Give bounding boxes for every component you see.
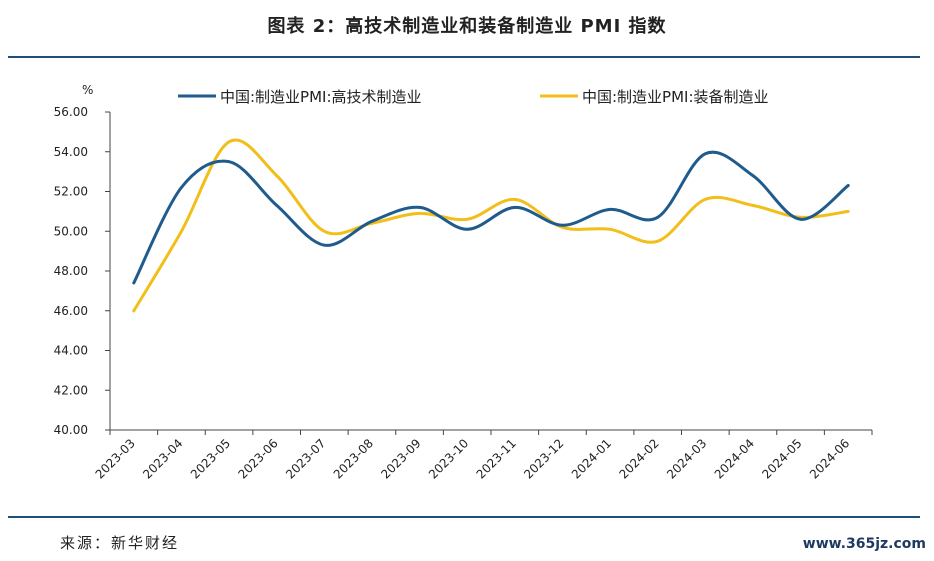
series-point-equipment	[227, 140, 231, 144]
series-point-equipment	[703, 198, 707, 201]
series-point-equipment	[608, 227, 612, 231]
series-point-high-tech	[799, 217, 802, 221]
series-point-equipment	[322, 229, 326, 233]
y-tick-label: 52.00	[54, 185, 88, 199]
series-point-high-tech	[561, 223, 564, 227]
series-point-high-tech	[180, 186, 183, 189]
x-tick-label: 2023-12	[521, 436, 566, 481]
series-point-equipment	[418, 211, 421, 215]
x-tick-label: 2024-03	[664, 436, 709, 481]
x-tick-label: 2023-10	[426, 436, 471, 481]
y-tick-label: 48.00	[54, 264, 88, 278]
series-point-high-tech	[418, 206, 421, 209]
y-tick-label: 40.00	[54, 423, 88, 437]
x-tick-label: 2023-07	[283, 436, 328, 481]
series-point-high-tech	[227, 160, 231, 164]
series-point-high-tech	[132, 281, 136, 285]
series-point-high-tech	[703, 152, 707, 156]
y-tick-label: 44.00	[54, 344, 88, 358]
x-tick-label: 2024-02	[616, 436, 661, 481]
top-rule	[8, 56, 920, 58]
y-tick-label: 50.00	[54, 224, 88, 238]
source-note: 来源：新华财经	[60, 534, 180, 552]
x-tick-label: 2023-04	[140, 436, 185, 481]
series-line-high-tech	[132, 150, 850, 285]
y-axis-unit: %	[82, 83, 93, 97]
x-tick-label: 2023-03	[93, 436, 138, 481]
x-tick-label: 2024-06	[807, 436, 852, 481]
series-point-high-tech	[656, 215, 660, 219]
x-tick-label: 2023-11	[474, 436, 519, 481]
bottom-rule	[8, 516, 920, 518]
series-lines	[132, 138, 850, 313]
x-tick-label: 2024-01	[569, 436, 614, 481]
y-tick-label: 42.00	[54, 383, 88, 397]
x-tick-label: 2023-09	[378, 436, 423, 481]
x-tick-label: 2023-05	[188, 436, 233, 481]
series-line-equipment	[132, 138, 850, 313]
series-point-equipment	[846, 209, 850, 213]
x-tick-label: 2023-08	[331, 436, 376, 481]
series-point-equipment	[513, 198, 517, 201]
series-point-equipment	[132, 309, 136, 313]
series-point-high-tech	[608, 207, 612, 211]
series-point-high-tech	[465, 227, 469, 231]
y-tick-label: 56.00	[54, 105, 88, 119]
legend-label-equipment: 中国:制造业PMI:装备制造业	[582, 88, 769, 106]
series-point-high-tech	[751, 174, 755, 177]
series-point-high-tech	[322, 243, 326, 247]
series-point-high-tech	[370, 219, 374, 223]
y-tick-label: 54.00	[54, 145, 88, 159]
y-tick-label: 46.00	[54, 304, 88, 318]
legend: 中国:制造业PMI:高技术制造业 中国:制造业PMI:装备制造业	[178, 88, 769, 106]
figure-title: 图表 2：高技术制造业和装备制造业 PMI 指数	[267, 16, 667, 37]
x-tick-label: 2023-06	[235, 436, 280, 481]
x-tick-label: 2024-04	[712, 436, 757, 481]
series-point-equipment	[275, 174, 279, 177]
series-point-equipment	[751, 204, 755, 207]
legend-label-high-tech: 中国:制造业PMI:高技术制造业	[220, 88, 422, 106]
x-tick-label: 2024-05	[759, 436, 804, 481]
line-chart: 中国:制造业PMI:高技术制造业 中国:制造业PMI:装备制造业 % 40.00…	[54, 83, 873, 482]
watermark: www.365jz.com	[802, 536, 926, 552]
series-point-equipment	[180, 229, 183, 233]
series-point-high-tech	[846, 184, 850, 187]
series-point-equipment	[465, 217, 469, 221]
series-point-equipment	[656, 239, 660, 243]
series-point-high-tech	[513, 206, 517, 209]
series-point-high-tech	[275, 204, 279, 207]
axes: 40.00 42.00 44.00 46.00 48.00 50.00 52.00 54.00…	[54, 105, 873, 482]
